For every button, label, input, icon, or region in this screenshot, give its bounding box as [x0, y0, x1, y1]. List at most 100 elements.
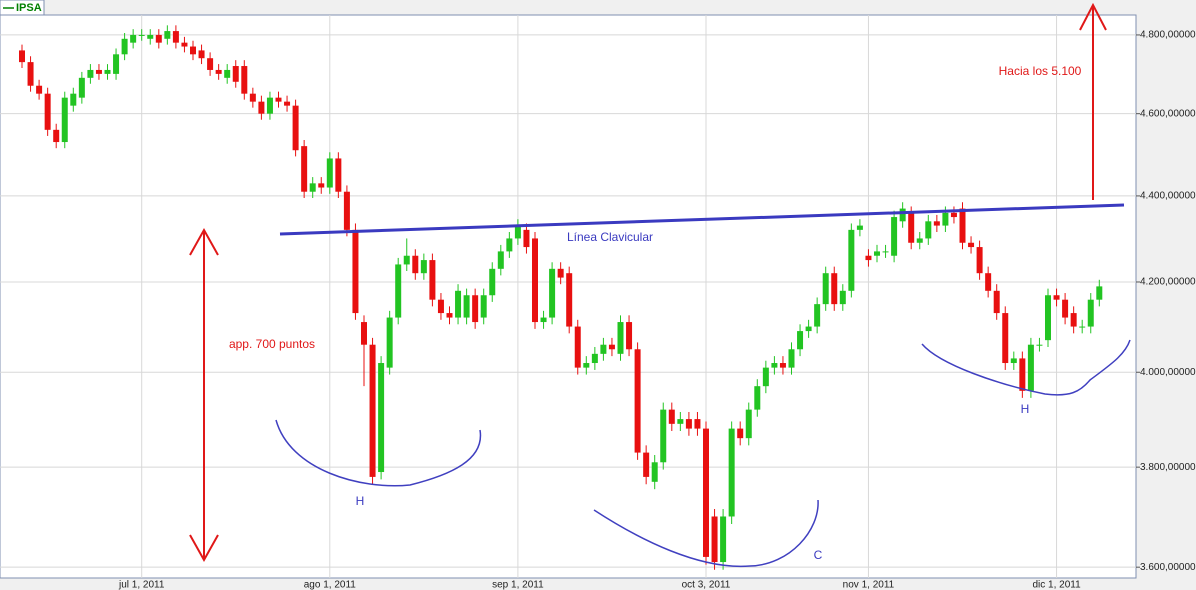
candle-body	[1079, 326, 1086, 328]
candle-body	[822, 273, 829, 305]
candle-body	[70, 93, 77, 106]
candle-body	[574, 326, 581, 368]
candle-body	[985, 273, 992, 291]
target-arrow	[1079, 2, 1107, 200]
candle-body	[53, 129, 60, 143]
y-tick-label: 4.200,00000	[1140, 277, 1196, 288]
candle-body	[925, 221, 932, 239]
candle-body	[275, 97, 282, 102]
candle-body	[232, 66, 239, 82]
candle-body	[78, 77, 85, 98]
candle-body	[395, 264, 402, 318]
candle-body	[198, 50, 205, 59]
candle-body	[1053, 295, 1060, 300]
candle-body	[779, 363, 786, 368]
candle-body	[113, 54, 120, 74]
x-tick-label: jul 1, 2011	[118, 580, 165, 590]
candle-body	[181, 42, 188, 47]
candle-body	[651, 462, 658, 482]
candle-body	[249, 93, 256, 102]
candle-body	[1019, 358, 1026, 391]
candle-body	[378, 363, 385, 473]
candle-body	[207, 58, 214, 70]
candle-body	[172, 31, 179, 43]
candle-body	[532, 238, 538, 323]
candle-body	[908, 212, 915, 243]
y-tick-label: 3.600,00000	[1140, 562, 1196, 573]
candle-body	[361, 322, 367, 345]
legend: IPSA	[0, 0, 45, 16]
x-tick-label: dic 1, 2011	[1032, 580, 1081, 590]
candle-body	[703, 428, 709, 557]
candle-body	[403, 255, 410, 265]
x-tick-label: sep 1, 2011	[492, 580, 544, 590]
candle-body	[412, 255, 419, 274]
legend-box	[0, 0, 45, 16]
candle-body	[566, 273, 573, 327]
x-tick-label: nov 1, 2011	[843, 580, 895, 590]
candle-body	[1036, 344, 1043, 346]
x-tick-label: ago 1, 2011	[304, 580, 357, 590]
candle-body	[266, 97, 273, 114]
candle-body	[523, 229, 530, 248]
annotation: Línea Clavicular	[567, 230, 653, 244]
candle-body	[882, 251, 889, 253]
candle-body	[540, 317, 547, 323]
candle-body	[1010, 358, 1017, 364]
candle-body	[19, 50, 25, 63]
candle-body	[788, 349, 795, 368]
candle-body	[549, 268, 556, 318]
candle-body	[1096, 286, 1103, 300]
candle-body	[634, 349, 641, 453]
candle-body	[258, 101, 265, 114]
candle-body	[711, 516, 718, 563]
candle-body	[343, 191, 350, 230]
legend-label: IPSA	[16, 2, 42, 14]
y-tick-label: 4.400,00000	[1140, 191, 1196, 202]
candle-body	[147, 34, 154, 39]
candle-body	[420, 260, 427, 274]
candle-body	[874, 251, 880, 256]
candle-body	[993, 290, 1000, 314]
annotation: Hacia los 5.100	[999, 64, 1082, 78]
candle-body	[301, 146, 308, 192]
candle-body	[762, 367, 769, 387]
candle-body	[968, 242, 975, 248]
y-tick-label: 4.600,00000	[1140, 108, 1196, 119]
candle-body	[668, 409, 675, 424]
candle-body	[677, 419, 684, 424]
annotation: C	[814, 548, 823, 562]
candle-body	[814, 304, 821, 327]
y-tick-label: 4.800,00000	[1140, 30, 1196, 41]
candle-body	[600, 344, 607, 354]
candle-body	[95, 69, 102, 74]
candle-body	[865, 255, 872, 261]
candle-body	[215, 69, 222, 74]
candle-body	[976, 247, 983, 274]
candle-body	[224, 69, 231, 78]
candle-body	[27, 62, 34, 86]
candle-body	[617, 322, 624, 354]
y-tick-label: 4.000,00000	[1140, 367, 1196, 378]
candle-body	[643, 452, 650, 477]
candle-body	[44, 93, 51, 130]
candle-body	[369, 344, 376, 477]
candle-body	[104, 69, 111, 74]
candles	[19, 25, 1103, 570]
candle-body	[309, 183, 316, 192]
candle-body	[514, 225, 521, 239]
x-tick-label: oct 3, 2011	[682, 580, 731, 590]
candle-body	[557, 268, 564, 278]
candle-body	[352, 229, 359, 314]
candle-body	[429, 260, 436, 300]
candle-body	[942, 212, 949, 226]
candle-body	[463, 295, 470, 318]
candle-body	[899, 208, 906, 222]
candle-body	[455, 290, 462, 318]
candle-body	[241, 66, 248, 94]
candle-body	[164, 31, 171, 39]
candle-body	[36, 85, 43, 94]
candle-body	[1062, 299, 1069, 318]
